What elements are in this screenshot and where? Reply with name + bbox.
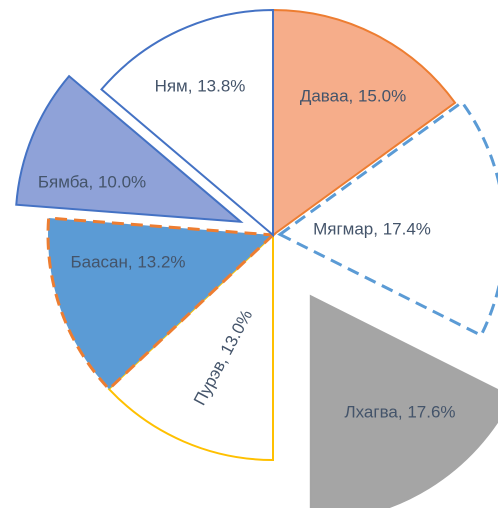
data-label: Бямба, 10.0% (38, 172, 146, 191)
pie-slice (15, 74, 244, 223)
data-label: Мягмар, 17.4% (313, 219, 431, 238)
data-label: Даваа, 15.0% (300, 86, 406, 105)
pie-slice (107, 232, 274, 462)
data-label: Лхагва, 17.6% (344, 402, 455, 421)
pie-slice (272, 8, 457, 237)
pie-slice (309, 294, 498, 508)
data-label: Ням, 13.8% (155, 76, 246, 95)
pie-slice (277, 100, 498, 338)
data-label: Баасан, 13.2% (70, 252, 185, 271)
pie-slice (100, 8, 274, 238)
pie-slice (46, 216, 277, 392)
